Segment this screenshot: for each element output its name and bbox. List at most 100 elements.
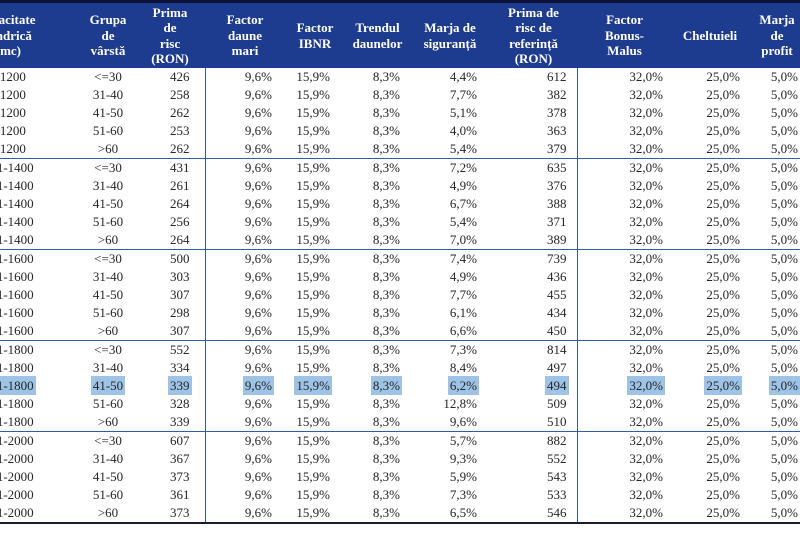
cell-bonus-malus: 32,0% xyxy=(576,450,672,468)
cell-marja-profit: 5,0% xyxy=(748,122,800,140)
cell-text: 361 xyxy=(170,487,190,502)
cell-factor-ibnr: 15,9% xyxy=(285,431,345,450)
cell-text: 15,9% xyxy=(296,69,330,84)
cell-text: 4,4% xyxy=(449,69,477,84)
cell-text: 5,0% xyxy=(770,251,798,266)
cell-text: 32,0% xyxy=(629,269,663,284)
cell-text: 8,3% xyxy=(372,451,400,466)
cell-capacitate: 1601-1800 xyxy=(0,377,81,395)
header-row: Capacitate cilindrică (cmc)Grupa de vârs… xyxy=(0,1,800,68)
cell-text: 25,0% xyxy=(706,251,740,266)
cell-capacitate: 1401-1600 xyxy=(0,304,81,322)
cell-text: 9,6% xyxy=(244,487,272,502)
highlighted-cell-text: 494 xyxy=(547,378,567,393)
cell-text: 9,6% xyxy=(244,342,272,357)
cell-text: 9,6% xyxy=(244,105,272,120)
cell-bonus-malus: 32,0% xyxy=(576,249,672,268)
cell-factor-ibnr: 15,9% xyxy=(285,213,345,231)
cell-cheltuieli: 25,0% xyxy=(672,468,748,486)
table-row: 1801-2000 41-50 373 9,6% 15,9% 8,3% 5,9% 543 32,… xyxy=(0,468,800,486)
cell-text: 382 xyxy=(547,87,567,102)
col-header-factor-ibnr: Factor IBNR xyxy=(285,1,345,68)
cell-capacitate: 1401-1600 xyxy=(0,286,81,304)
cell-cheltuieli: 25,0% xyxy=(672,104,748,122)
cell-prima-ref: 382 xyxy=(490,86,577,104)
cell-prima-ref: 379 xyxy=(490,140,577,159)
cell-cheltuieli: 25,0% xyxy=(672,340,748,359)
cell-text: 9,6% xyxy=(449,414,477,429)
cell-marja-profit: 5,0% xyxy=(748,304,800,322)
cell-text: 32,0% xyxy=(629,251,663,266)
cell-text: 258 xyxy=(170,87,190,102)
cell-text: 8,3% xyxy=(372,69,400,84)
cell-text: 25,0% xyxy=(706,69,740,84)
cell-prima-risc: 334 xyxy=(135,359,205,377)
cell-text: 5,7% xyxy=(449,433,477,448)
cell-prima-ref: 389 xyxy=(490,231,577,250)
cell-trend-daune: 8,3% xyxy=(345,249,410,268)
cell-factor-ibnr: 15,9% xyxy=(285,249,345,268)
cell-text: 15,9% xyxy=(296,178,330,193)
cell-trend-daune: 8,3% xyxy=(345,286,410,304)
cell-marja-sig: 6,2% xyxy=(410,377,490,395)
cell-text: 1401-1600 xyxy=(0,269,34,284)
cell-text: >60 xyxy=(97,414,119,429)
cell-grupa-varsta: 51-60 xyxy=(81,122,135,140)
cell-factor-ibnr: 15,9% xyxy=(285,68,345,86)
cell-text: 5,0% xyxy=(770,87,798,102)
cell-cheltuieli: 25,0% xyxy=(672,304,748,322)
cell-grupa-varsta: >60 xyxy=(81,322,135,341)
cell-text: 32,0% xyxy=(629,396,663,411)
cell-text: 5,0% xyxy=(770,451,798,466)
table-row: 1201-1400 41-50 264 9,6% 15,9% 8,3% 6,7% 388 32,… xyxy=(0,195,800,213)
highlighted-cell-text: 41-50 xyxy=(92,378,124,393)
cell-text: 552 xyxy=(170,342,190,357)
cell-text: 5,0% xyxy=(770,105,798,120)
cell-grupa-varsta: <=30 xyxy=(81,68,135,86)
cell-text: 307 xyxy=(170,287,190,302)
cell-factor-daune: 9,6% xyxy=(204,486,285,504)
cell-factor-ibnr: 15,9% xyxy=(285,359,345,377)
cell-marja-profit: 5,0% xyxy=(748,213,800,231)
cell-trend-daune: 8,3% xyxy=(345,450,410,468)
cell-text: 1801-2000 xyxy=(0,433,34,448)
cell-text: 5,0% xyxy=(770,342,798,357)
cell-text: 635 xyxy=(547,160,567,175)
cell-prima-ref: 371 xyxy=(490,213,577,231)
table-row: 1201-1400 >60 264 9,6% 15,9% 8,3% 7,0% 389 32,0%… xyxy=(0,231,800,250)
cell-text: 31-40 xyxy=(92,360,124,375)
cell-text: 32,0% xyxy=(629,105,663,120)
cell-text: 6,7% xyxy=(449,196,477,211)
cell-text: 1801-2000 xyxy=(0,505,34,520)
cell-prima-risc: 431 xyxy=(135,158,205,177)
cell-text: <=1200 xyxy=(0,141,26,156)
cell-text: 546 xyxy=(547,505,567,520)
cell-bonus-malus: 32,0% xyxy=(576,177,672,195)
cell-text: 5,0% xyxy=(770,160,798,175)
cell-text: 25,0% xyxy=(706,433,740,448)
cell-text: 25,0% xyxy=(706,287,740,302)
cell-text: 32,0% xyxy=(629,160,663,175)
cell-text: 25,0% xyxy=(706,396,740,411)
cell-capacitate: 1601-1800 xyxy=(0,359,81,377)
cell-text: 1201-1400 xyxy=(0,178,34,193)
cell-trend-daune: 8,3% xyxy=(345,122,410,140)
cell-marja-profit: 5,0% xyxy=(748,340,800,359)
cell-cheltuieli: 25,0% xyxy=(672,231,748,250)
cell-capacitate: <=1200 xyxy=(0,68,81,86)
cell-text: 15,9% xyxy=(296,414,330,429)
cell-text: 32,0% xyxy=(629,342,663,357)
cell-text: 5,0% xyxy=(770,360,798,375)
cell-text: 25,0% xyxy=(706,487,740,502)
cell-text: 9,6% xyxy=(244,232,272,247)
cell-text: 32,0% xyxy=(629,414,663,429)
cell-cheltuieli: 25,0% xyxy=(672,249,748,268)
cell-marja-sig: 9,3% xyxy=(410,450,490,468)
cell-text: 15,9% xyxy=(296,360,330,375)
cell-text: 5,0% xyxy=(770,469,798,484)
cell-text: 15,9% xyxy=(296,433,330,448)
cell-marja-profit: 5,0% xyxy=(748,413,800,432)
cell-prima-risc: 552 xyxy=(135,340,205,359)
cell-trend-daune: 8,3% xyxy=(345,431,410,450)
